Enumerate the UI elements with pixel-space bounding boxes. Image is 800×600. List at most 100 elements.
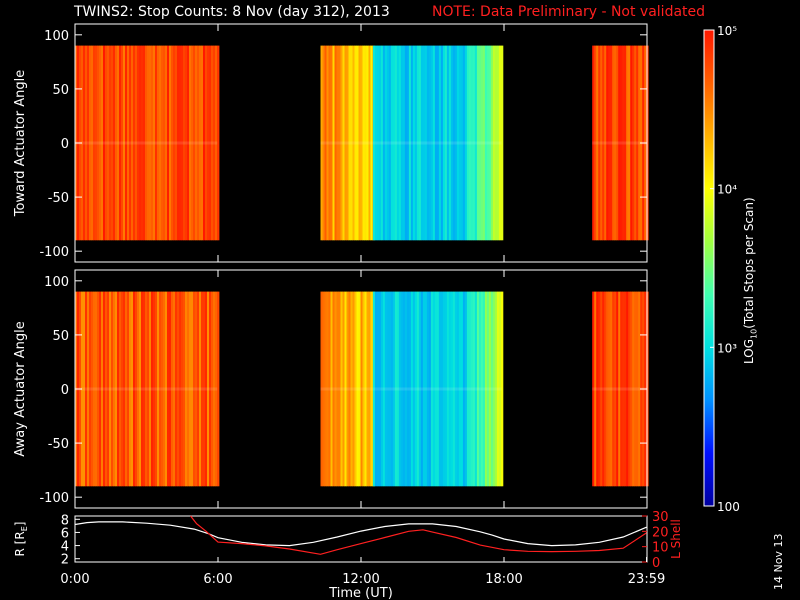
x-tick-label: 18:00 bbox=[485, 572, 522, 587]
heatmap-cell bbox=[376, 45, 380, 241]
preliminary-note: NOTE: Data Preliminary - Not validated bbox=[432, 4, 706, 20]
heatmap-cell bbox=[197, 45, 200, 241]
heatmap-cell bbox=[169, 45, 172, 241]
heatmap-cell bbox=[89, 291, 92, 487]
heatmap-cell bbox=[354, 291, 357, 487]
heatmap-cell bbox=[115, 291, 118, 487]
heatmap-cell bbox=[81, 291, 84, 487]
heatmap-cell bbox=[177, 291, 180, 487]
heatmap-cell bbox=[171, 45, 174, 241]
heatmap-cell bbox=[434, 291, 438, 487]
heatmap-cell bbox=[602, 45, 605, 241]
heatmap-cell bbox=[209, 45, 212, 241]
heatmap-cell bbox=[217, 45, 220, 241]
heatmap-cell bbox=[157, 45, 160, 241]
heatmap-cell bbox=[205, 45, 208, 241]
heatmap-cell bbox=[396, 45, 400, 241]
heatmap-cell bbox=[201, 291, 204, 487]
heatmap-cell bbox=[454, 291, 458, 487]
heatmap-cell bbox=[183, 45, 186, 241]
heatmap-cell bbox=[129, 45, 132, 241]
heatmap-cell bbox=[81, 45, 84, 241]
heatmap-cell bbox=[450, 291, 454, 487]
heatmap-cell bbox=[434, 45, 438, 241]
heatmap-cell bbox=[486, 45, 490, 241]
lshell-series-line bbox=[190, 515, 647, 555]
heatmap-cell bbox=[207, 291, 210, 487]
heatmap-cell bbox=[390, 45, 394, 241]
heatmap-segment bbox=[592, 45, 649, 241]
heatmap-cell bbox=[384, 291, 388, 487]
heatmap-cell bbox=[500, 45, 504, 241]
heatmap-cell bbox=[193, 291, 196, 487]
heatmap-cell bbox=[85, 45, 88, 241]
right-tick-label: 10 bbox=[652, 541, 669, 556]
heatmap-cell bbox=[121, 45, 124, 241]
heatmap-cell bbox=[598, 45, 601, 241]
heatmap-cell bbox=[187, 291, 190, 487]
heatmap-cell bbox=[362, 45, 365, 241]
heatmap-cell bbox=[378, 45, 382, 241]
heatmap-cell bbox=[179, 291, 182, 487]
heatmap-cell bbox=[398, 45, 402, 241]
y-axis-label: Away Actuator Angle bbox=[13, 321, 28, 456]
heatmap-cell bbox=[133, 45, 136, 241]
heatmap-cell bbox=[326, 45, 329, 241]
heatmap-cell bbox=[322, 45, 325, 241]
zero-angle-band bbox=[320, 387, 373, 391]
right-tick-label: 20 bbox=[652, 525, 669, 540]
y-tick-label: 50 bbox=[52, 329, 69, 344]
heatmap-cell bbox=[492, 291, 496, 487]
heatmap-cell bbox=[135, 45, 138, 241]
heatmap-cell bbox=[458, 291, 462, 487]
heatmap-segment bbox=[320, 45, 375, 241]
heatmap-cell bbox=[388, 45, 392, 241]
heatmap-cell bbox=[440, 45, 444, 241]
heatmap-cell bbox=[370, 291, 373, 487]
heatmap-cell bbox=[634, 291, 637, 487]
heatmap-cell bbox=[384, 45, 388, 241]
heatmap-cell bbox=[394, 291, 398, 487]
heatmap-cell bbox=[137, 45, 140, 241]
heatmap-cell bbox=[416, 45, 420, 241]
heatmap-cell bbox=[334, 45, 337, 241]
heatmap-cell bbox=[454, 45, 458, 241]
zero-angle-band bbox=[592, 141, 647, 145]
heatmap-cell bbox=[456, 45, 460, 241]
heatmap-cell bbox=[175, 45, 178, 241]
heatmap-cell bbox=[91, 45, 94, 241]
heatmap-cell bbox=[97, 291, 100, 487]
heatmap-segment bbox=[320, 291, 375, 487]
heatmap-cell bbox=[392, 291, 396, 487]
heatmap-cell bbox=[350, 45, 353, 241]
heatmap-cell bbox=[600, 291, 603, 487]
heatmap-cell bbox=[366, 291, 369, 487]
heatmap-cell bbox=[117, 45, 120, 241]
heatmap-cell bbox=[183, 291, 186, 487]
heatmap-cell bbox=[131, 45, 134, 241]
heatmap-cell bbox=[107, 45, 110, 241]
heatmap-cell bbox=[442, 291, 446, 487]
heatmap-cell bbox=[472, 291, 476, 487]
heatmap-cell bbox=[392, 45, 396, 241]
heatmap-cell bbox=[85, 291, 88, 487]
heatmap-cell bbox=[614, 291, 617, 487]
zero-angle-band bbox=[372, 141, 502, 145]
heatmap-cell bbox=[610, 291, 613, 487]
heatmap-cell bbox=[336, 291, 339, 487]
heatmap-cell bbox=[416, 291, 420, 487]
heatmap-cell bbox=[420, 45, 424, 241]
heatmap-cell bbox=[494, 291, 498, 487]
heatmap-cell bbox=[596, 291, 599, 487]
heatmap-cell bbox=[181, 45, 184, 241]
heatmap-cell bbox=[414, 291, 418, 487]
heatmap-cell bbox=[99, 45, 102, 241]
heatmap-cell bbox=[177, 45, 180, 241]
left-tick-label: 2 bbox=[61, 553, 69, 568]
heatmap-cell bbox=[400, 45, 404, 241]
heatmap-cell bbox=[326, 291, 329, 487]
heatmap-cell bbox=[496, 291, 500, 487]
heatmap-cell bbox=[638, 45, 641, 241]
heatmap-cell bbox=[608, 45, 611, 241]
